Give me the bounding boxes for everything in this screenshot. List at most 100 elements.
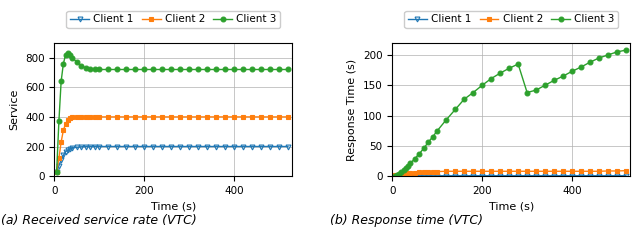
Client 1 [73, 146, 81, 149]
Client 1 [406, 174, 414, 177]
Client 1 [266, 145, 274, 148]
Client 3 [622, 49, 630, 52]
Client 2 [415, 171, 423, 174]
Client 2 [167, 115, 175, 118]
Client 1 [433, 174, 441, 177]
Client 1 [62, 150, 70, 153]
Client 1 [67, 147, 74, 150]
Client 3 [433, 129, 441, 132]
Client 1 [60, 154, 67, 157]
Client 1 [442, 174, 450, 177]
Client 1 [515, 174, 522, 177]
Client 1 [559, 174, 567, 177]
Client 2 [424, 170, 432, 173]
Client 2 [433, 170, 441, 173]
Client 2 [550, 170, 558, 173]
Client 1 [613, 174, 621, 177]
Client 2 [393, 174, 401, 176]
Client 2 [239, 115, 247, 118]
Client 3 [391, 174, 399, 177]
Line: Client 3: Client 3 [392, 48, 628, 178]
Client 3 [532, 89, 540, 92]
Client 3 [442, 118, 450, 121]
Legend: Client 1, Client 2, Client 3: Client 1, Client 2, Client 3 [404, 11, 618, 28]
Client 3 [402, 167, 410, 170]
Client 1 [469, 174, 477, 177]
Client 3 [404, 164, 412, 167]
Client 2 [460, 170, 468, 173]
Client 1 [460, 174, 468, 177]
Client 1 [391, 174, 399, 177]
Client 2 [604, 169, 612, 172]
Client 2 [266, 115, 274, 118]
Client 1 [411, 174, 419, 177]
Client 3 [91, 68, 99, 71]
Client 1 [595, 174, 603, 177]
Client 3 [86, 68, 94, 71]
Client 2 [91, 115, 99, 118]
Client 2 [67, 117, 74, 120]
Client 3 [149, 68, 157, 71]
Client 3 [167, 68, 175, 71]
Client 1 [604, 174, 612, 177]
Client 1 [64, 149, 72, 152]
Client 1 [68, 147, 76, 149]
Client 1 [257, 145, 265, 148]
Client 3 [515, 63, 522, 65]
Client 1 [140, 145, 148, 148]
Client 1 [176, 145, 184, 148]
Client 1 [400, 174, 408, 177]
Line: Client 3: Client 3 [54, 51, 291, 174]
Client 2 [176, 115, 184, 118]
Client 3 [524, 91, 531, 94]
Client 1 [186, 145, 193, 148]
Client 3 [460, 98, 468, 101]
Client 3 [559, 75, 567, 78]
Client 1 [55, 164, 63, 167]
Client 2 [613, 169, 621, 172]
Client 3 [497, 72, 504, 74]
Client 2 [497, 170, 504, 173]
Client 1 [82, 145, 90, 148]
Legend: Client 1, Client 2, Client 3: Client 1, Client 2, Client 3 [67, 11, 280, 28]
Client 2 [53, 170, 61, 173]
Client 1 [91, 145, 99, 148]
Client 2 [113, 115, 121, 118]
Client 1 [104, 145, 112, 148]
Client 3 [122, 68, 130, 71]
Client 3 [62, 53, 70, 56]
Client 3 [604, 54, 612, 56]
Client 1 [158, 145, 166, 148]
Client 3 [230, 68, 238, 71]
Client 1 [149, 145, 157, 148]
Client 3 [577, 66, 585, 69]
Client 2 [284, 115, 292, 118]
Client 2 [396, 173, 403, 176]
Client 2 [212, 115, 220, 118]
Client 3 [266, 68, 274, 71]
Client 3 [53, 170, 61, 173]
Client 3 [77, 64, 85, 67]
Client 3 [95, 68, 103, 71]
Client 1 [506, 174, 513, 177]
Client 1 [415, 174, 423, 177]
Client 1 [230, 145, 238, 148]
Client 1 [167, 145, 175, 148]
Client 2 [186, 115, 193, 118]
Client 3 [284, 68, 292, 71]
Client 3 [451, 108, 459, 111]
Client 1 [131, 145, 139, 148]
Client 3 [186, 68, 193, 71]
Client 2 [62, 122, 70, 125]
Client 3 [420, 147, 428, 150]
Client 3 [64, 52, 72, 55]
Client 3 [113, 68, 121, 71]
Client 3 [613, 50, 621, 53]
Client 2 [541, 170, 549, 173]
Client 3 [82, 67, 90, 69]
Client 3 [195, 68, 202, 71]
Client 1 [532, 174, 540, 177]
Text: (b) Response time (VTC): (b) Response time (VTC) [330, 214, 483, 227]
Client 3 [275, 68, 283, 71]
Client 2 [140, 115, 148, 118]
